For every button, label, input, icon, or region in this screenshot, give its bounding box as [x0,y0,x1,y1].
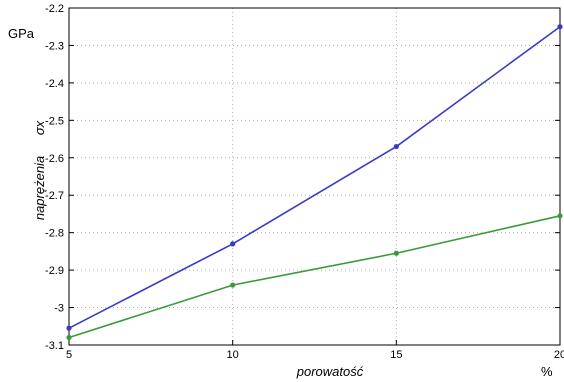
grid-lines [69,8,560,345]
series-2-point [393,250,399,256]
series-2-point [557,213,563,219]
x-tick-label: 10 [227,349,239,361]
y-tick-label: -2.4 [45,78,64,90]
y-tick-label: -2.3 [45,40,64,52]
series-1-point [66,325,72,331]
x-axis-label: porowatość [296,364,364,379]
series-2-point [66,334,72,341]
x-tick-label: 15 [390,349,402,361]
y-tick-label: -2.9 [45,265,64,277]
series-1-point [393,143,399,150]
y-tick-label: -2.7 [45,190,64,202]
x-tick-label: 20 [554,349,564,361]
x-tick-label: 5 [66,349,72,361]
y-tick-label: -2.2 [45,3,64,15]
y-tick-label: -2.8 [45,228,64,240]
axis-ticks: 5 10 15 20 -2.2 -2.3 -2.4 -2.5 -2.6 -2.7 -2.8 -2.9 -… [45,3,564,361]
y-tick-label: -3 [54,303,64,315]
series-1-point [557,24,563,30]
y-unit-label: GPa [8,26,35,41]
y-tick-label: -2.5 [45,115,64,127]
series-1-point [230,241,236,247]
y-tick-label: -3.1 [45,340,64,352]
series-2-point [230,282,236,288]
series-layer [66,24,563,341]
series-2-line [68,215,561,339]
y-axis-symbol: σx [32,120,47,135]
series-1-line [68,26,561,329]
y-tick-label: -2.6 [45,153,64,165]
x-unit-label: % [541,364,553,379]
axes-frame [68,7,561,346]
y-axis-label: naprężenia [32,156,47,220]
